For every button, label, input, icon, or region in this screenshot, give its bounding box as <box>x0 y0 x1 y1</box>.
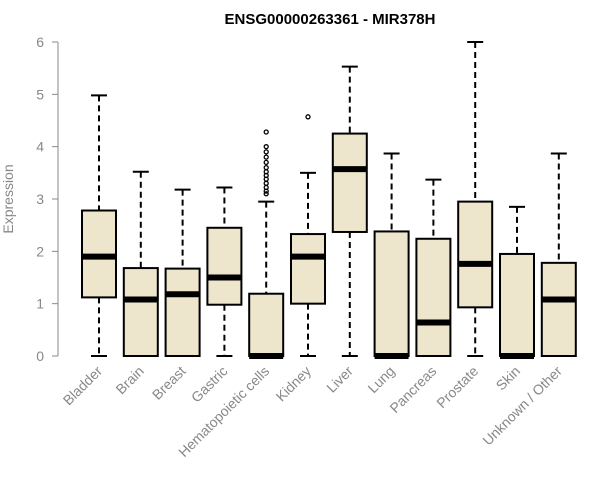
y-tick-label: 1 <box>36 296 44 312</box>
y-tick-label: 5 <box>36 86 44 102</box>
iqr-box <box>499 252 535 357</box>
x-tick-label: Kidney <box>273 363 315 405</box>
outlier-point <box>263 144 269 150</box>
iqr-box <box>164 267 201 357</box>
x-tick-label: Skin <box>493 363 524 394</box>
y-axis: 0 1 2 3 4 5 6 <box>36 34 59 364</box>
outlier-point <box>263 180 269 186</box>
y-tick-label: 3 <box>36 191 44 207</box>
box-kidney <box>290 114 326 357</box>
iqr-box <box>290 233 326 305</box>
box-lung <box>373 152 410 359</box>
y-tick-label: 6 <box>36 34 44 50</box>
iqr-box <box>457 200 494 309</box>
box-liver <box>331 65 368 357</box>
outlier-point <box>263 149 269 155</box>
outlier-point <box>263 164 269 171</box>
outlier-point <box>305 114 311 120</box>
box-hematopoietic-cells <box>248 129 285 359</box>
y-tick-label: 0 <box>36 348 44 364</box>
outlier-point <box>263 159 269 166</box>
y-axis-label: Expression <box>0 164 16 233</box>
x-tick-label: Breast <box>149 363 189 403</box>
iqr-box <box>206 226 243 306</box>
box-gastric <box>206 186 243 357</box>
plot-area <box>81 41 577 359</box>
x-tick-label: Unknown / Other <box>479 363 565 449</box>
y-tick-label: 2 <box>36 243 44 259</box>
box-pancreas <box>415 178 452 357</box>
iqr-box <box>540 261 577 358</box>
outlier-point <box>263 184 269 191</box>
x-tick-label: Prostate <box>433 363 481 411</box>
y-tick-label: 4 <box>36 139 44 155</box>
x-tick-label: Brain <box>112 363 146 397</box>
x-tick-label: Liver <box>323 363 356 396</box>
x-tick-label: Bladder <box>60 363 106 409</box>
iqr-box <box>415 237 452 357</box>
iqr-box <box>122 267 159 357</box>
outlier-point <box>263 154 269 160</box>
x-tick-label: Lung <box>364 363 397 396</box>
iqr-box <box>331 132 368 233</box>
box-breast <box>164 188 201 357</box>
outlier-point <box>263 191 269 197</box>
box-unknown-other <box>540 152 577 358</box>
box-prostate <box>457 41 494 357</box>
box-bladder <box>81 94 117 357</box>
box-skin <box>499 205 535 359</box>
outlier-point <box>263 129 269 135</box>
chart-title: ENSG00000263361 - MIR378H <box>225 11 436 28</box>
outlier-point <box>263 169 269 175</box>
iqr-box <box>248 292 285 357</box>
box-brain <box>122 170 159 357</box>
iqr-box <box>373 230 410 358</box>
